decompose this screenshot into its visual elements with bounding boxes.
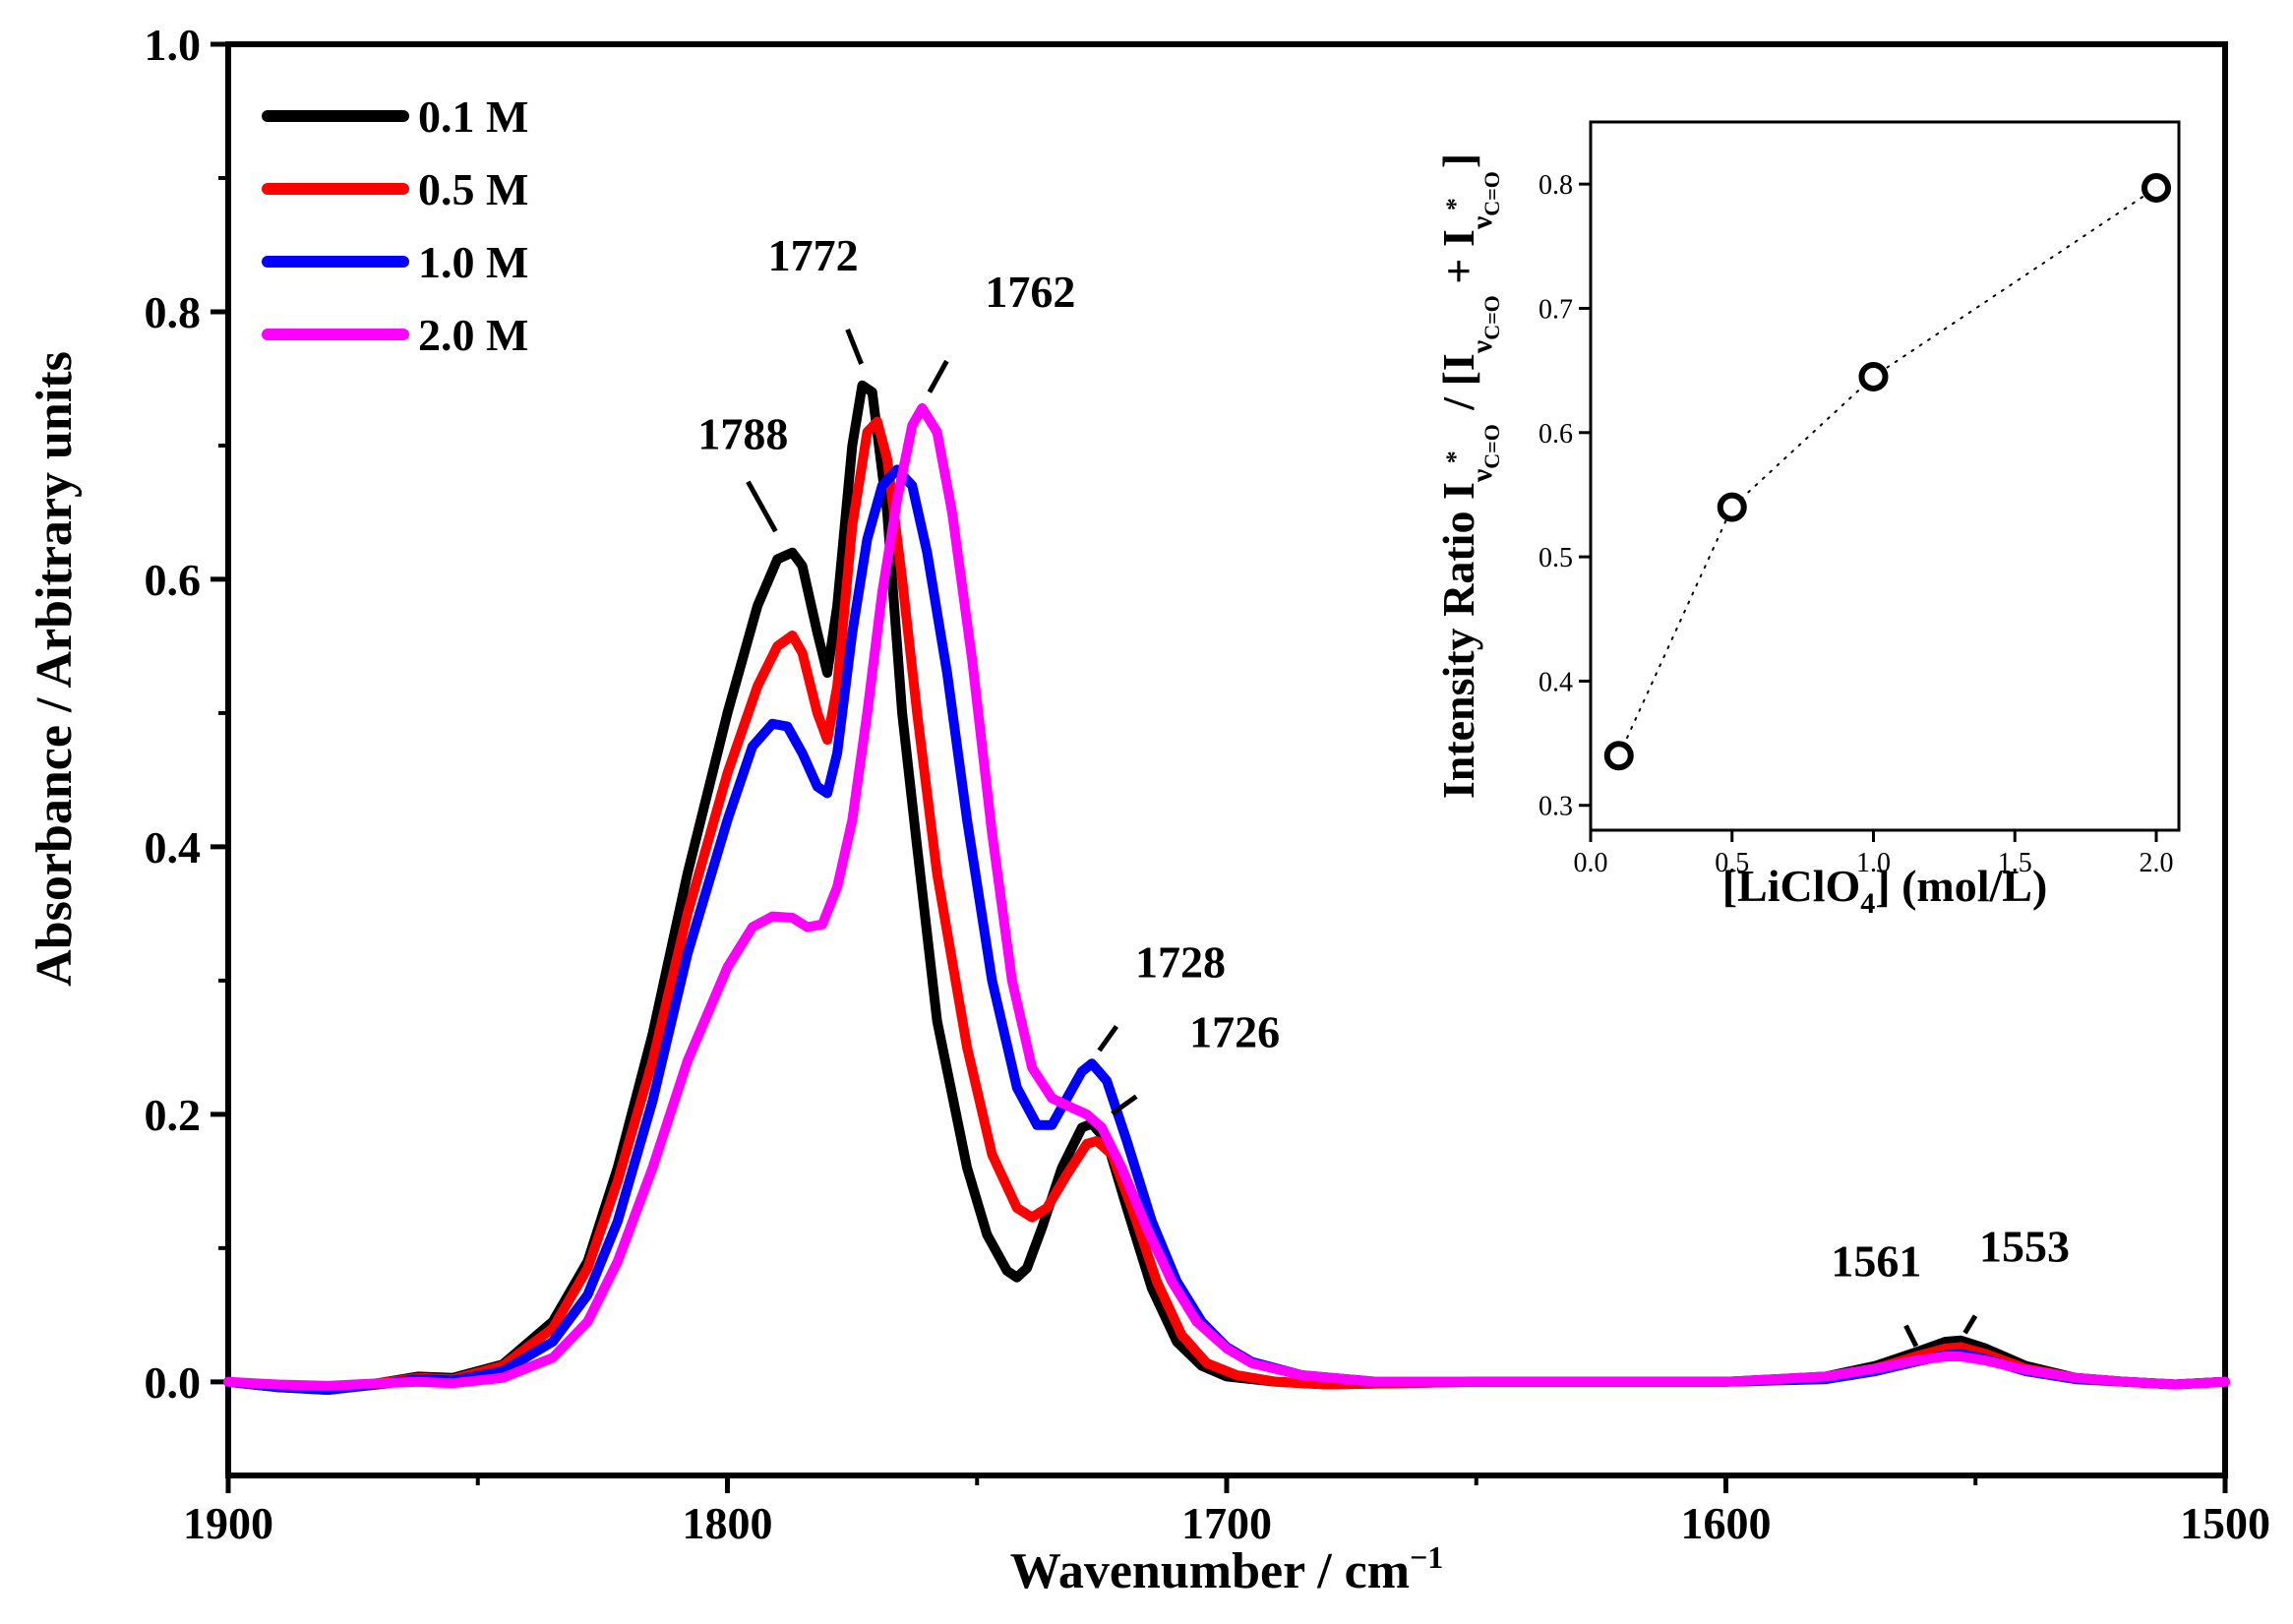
main-series-lines — [223, 380, 2230, 1395]
y-tick-label: 0.6 — [145, 555, 202, 605]
legend-label: 0.1 M — [418, 91, 528, 142]
inset-x-tick-label: 1.5 — [1998, 848, 2032, 878]
annotation-label: 1553 — [1979, 1222, 2070, 1272]
annotation-label: 1726 — [1189, 1007, 1280, 1057]
inset-data-point — [1717, 492, 1747, 522]
annotation-label: 1788 — [697, 409, 788, 459]
y-tick-label: 0.2 — [145, 1090, 202, 1140]
legend-label: 1.0 M — [418, 237, 528, 287]
main-annotations: 1788 1772 1762 1728 1726 1561 1553 — [697, 230, 2070, 1348]
inset-x-tick-label: 0.0 — [1574, 848, 1608, 878]
annotation-leader-line — [1962, 1314, 1978, 1335]
inset-axis-ticks: 0.0 0.5 1.0 1.5 2.0 0.3 0.4 0.5 0.6 0.7 0.8 — [1539, 170, 2174, 878]
legend-label: 2.0 M — [418, 310, 528, 360]
x-axis-title: Wavenumber / cm−1 — [1010, 1539, 1444, 1599]
annotation-label: 1762 — [985, 267, 1075, 317]
inset-x-axis-title-subscript: 4 — [1860, 887, 1875, 920]
inset-x-axis-title: [LiClO4] (mol/L) — [1722, 861, 2048, 920]
inset-x-tick-label: 0.5 — [1715, 848, 1749, 878]
annotation-leader-line — [1111, 1094, 1138, 1116]
annotation-label: 1728 — [1135, 936, 1226, 987]
legend: 0.1 M 0.5 M 1.0 M 2.0 M — [262, 91, 528, 360]
inset-data-point — [2142, 172, 2171, 203]
annotation-leader-line — [845, 329, 864, 365]
x-tick-label: 1800 — [683, 1498, 773, 1548]
inset-x-axis-title-unit: ] (mol/L) — [1875, 861, 2047, 911]
x-tick-label: 1500 — [2180, 1498, 2270, 1548]
inset-data-point — [1603, 741, 1634, 771]
inset-y-tick-label: 0.5 — [1539, 543, 1573, 573]
inset-x-tick-label: 1.0 — [1856, 848, 1891, 878]
inset-data-point — [1858, 361, 1889, 391]
annotation-leader-line — [746, 480, 778, 533]
inset-plot-frame — [1589, 120, 2181, 832]
y-axis-title: Absorbance / Arbitrary units — [27, 351, 83, 987]
y-tick-label: 0.4 — [145, 822, 202, 872]
inset-y-axis-title: Intensity Ratio IνC=O* / [IνC=O + IνC=O*… — [1433, 153, 1504, 799]
main-axis-ticks: 1900 1800 1700 1600 1500 0.0 0.2 0.4 0.6 0.8 1.0 — [145, 20, 2271, 1548]
inset-y-tick-label: 0.4 — [1539, 667, 1573, 697]
inset-y-tick-label: 0.8 — [1539, 170, 1573, 201]
series-line — [223, 402, 2230, 1391]
annotation-label: 1772 — [768, 230, 859, 280]
x-tick-label: 1700 — [1181, 1498, 1272, 1548]
inset-x-tick-label: 2.0 — [2140, 848, 2174, 878]
legend-label: 0.5 M — [418, 164, 528, 214]
inset-y-tick-label: 0.3 — [1539, 792, 1573, 822]
y-tick-label: 1.0 — [145, 20, 202, 70]
annotation-leader-line — [1097, 1025, 1119, 1053]
y-tick-label: 0.8 — [145, 287, 202, 337]
x-axis-title-superscript: −1 — [1410, 1539, 1443, 1575]
annotation-label: 1561 — [1831, 1236, 1921, 1287]
inset-y-tick-label: 0.7 — [1539, 294, 1573, 325]
annotation-leader-line — [1903, 1324, 1919, 1348]
y-tick-label: 0.0 — [145, 1357, 202, 1408]
x-tick-label: 1600 — [1681, 1498, 1772, 1548]
annotation-leader-line — [927, 359, 949, 393]
x-tick-label: 1900 — [183, 1498, 273, 1548]
inset-y-tick-label: 0.6 — [1539, 419, 1573, 450]
inset-scatter — [1603, 172, 2171, 771]
